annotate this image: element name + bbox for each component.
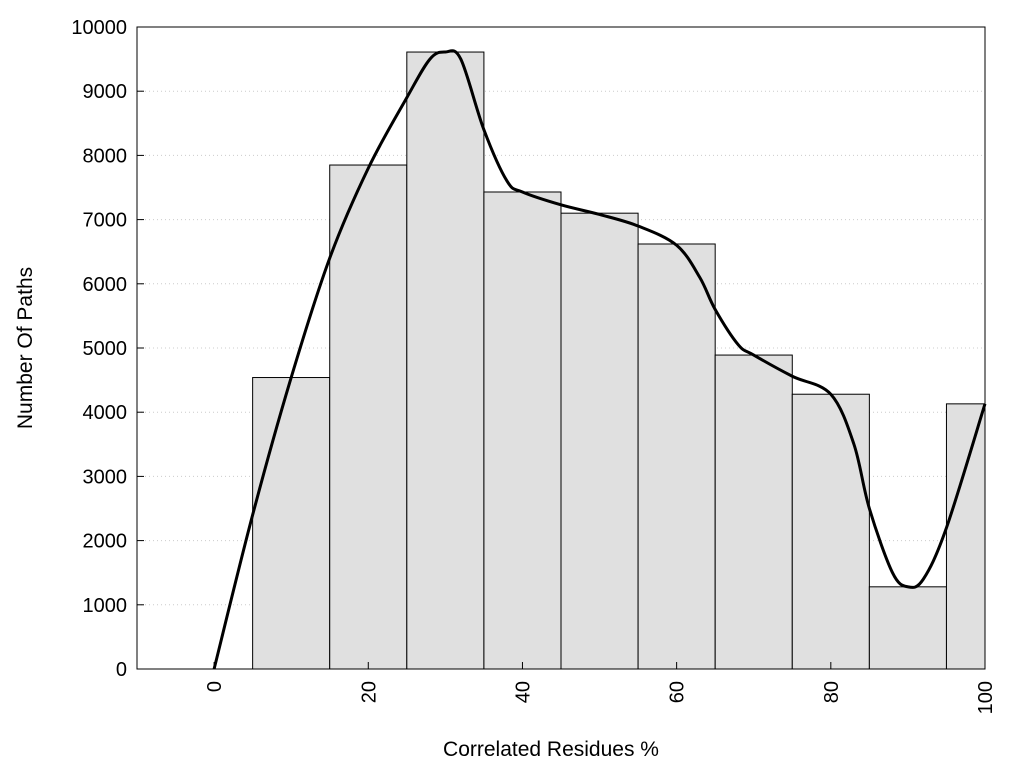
histogram-bar xyxy=(637,243,716,670)
y-tick-label: 2000 xyxy=(83,531,128,553)
y-tick-label: 5000 xyxy=(83,338,128,360)
curve-series xyxy=(212,49,987,670)
bar-series xyxy=(252,51,986,670)
x-tick-label: 100 xyxy=(975,681,997,714)
x-tick-label: 20 xyxy=(358,681,380,703)
histogram-bar xyxy=(945,403,986,670)
x-axis-label: Correlated Residues % xyxy=(443,738,659,761)
y-axis-label: Number Of Paths xyxy=(14,267,37,429)
y-axis-ticks: 0 1000 2000 3000 4000 5000 6000 7000 8000 9000 100… xyxy=(71,17,144,681)
x-tick-label: 0 xyxy=(204,681,226,692)
y-tick-label: 6000 xyxy=(83,274,128,296)
y-tick-label: 8000 xyxy=(83,145,128,167)
histogram-bar xyxy=(252,377,331,670)
y-tick-label: 4000 xyxy=(83,402,128,424)
x-tick-label: 60 xyxy=(667,681,689,703)
y-tick-label: 9000 xyxy=(83,81,128,103)
x-tick-label: 80 xyxy=(821,681,843,703)
x-tick-label: 40 xyxy=(512,681,534,703)
histogram-bar xyxy=(560,212,639,670)
y-tick-label: 3000 xyxy=(83,466,128,488)
histogram-bar xyxy=(329,164,408,670)
y-tick-label: 10000 xyxy=(71,17,127,39)
y-tick-label: 7000 xyxy=(83,210,128,232)
histogram-bar xyxy=(868,586,947,670)
histogram-bar xyxy=(406,51,485,670)
x-axis-ticks: 0 20 40 60 80 100 xyxy=(204,662,997,714)
y-tick-label: 0 xyxy=(116,659,127,681)
trend-curve xyxy=(212,49,987,670)
histogram-bar xyxy=(791,393,870,670)
y-tick-label: 1000 xyxy=(83,595,128,617)
histogram-bar xyxy=(714,354,793,670)
histogram-bar xyxy=(483,191,562,670)
